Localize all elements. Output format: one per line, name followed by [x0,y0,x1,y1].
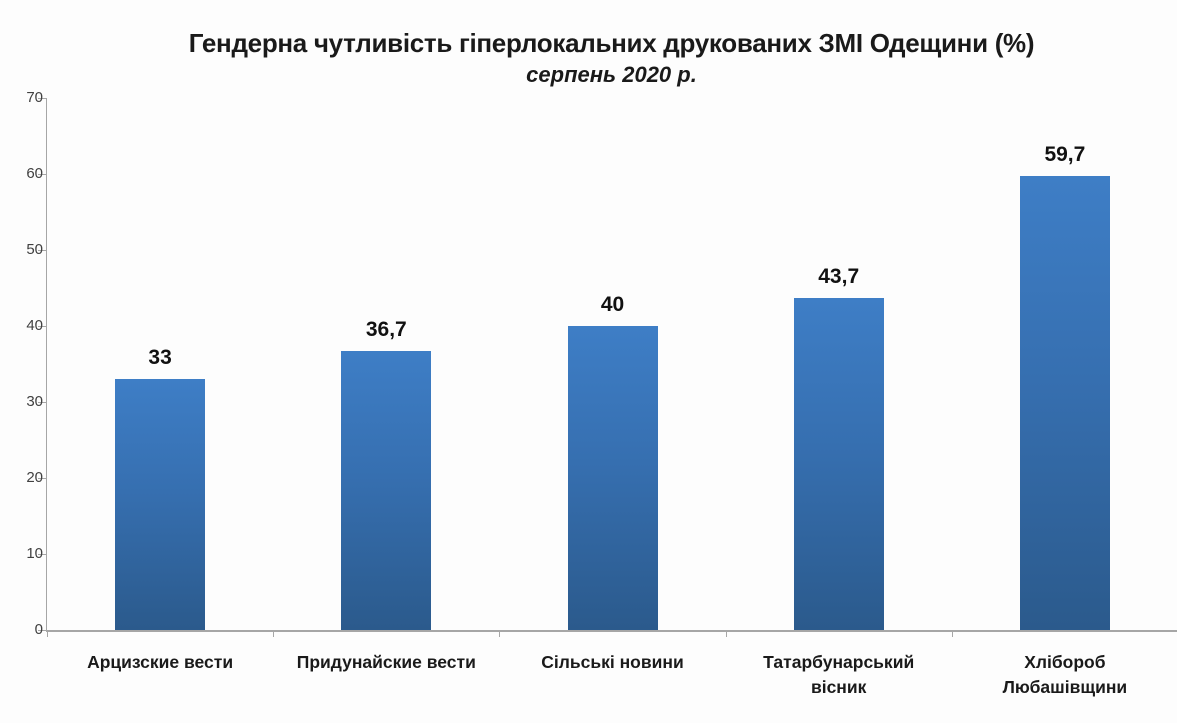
y-axis-tick [38,173,47,175]
chart-subtitle: серпень 2020 р. [526,62,697,87]
bar-1 [115,379,206,630]
y-axis-tick [38,401,47,403]
y-axis-tick [38,477,47,479]
plot-area: 0 10 20 30 40 50 60 70 33 Арцизские вести 36,7 Прид… [26,90,1177,697]
y-axis-label: 20 [26,469,43,486]
bar-4 [793,297,884,630]
y-axis-label: 60 [26,165,43,182]
chart-title: Гендерна чутливість гіперлокальних друко… [188,28,1035,58]
x-axis-tick [47,630,48,637]
bar-value-label: 33 [148,346,172,370]
y-axis-label: 10 [26,545,43,562]
bar-3 [567,326,658,630]
bar-value-label: 43,7 [818,264,860,288]
y-axis-label: 30 [26,393,43,410]
bar-5 [1019,176,1110,630]
category-label: Хлібороб Любашівщини [1002,652,1128,698]
category-label: Татарбунарський вісник [763,652,915,698]
category-label: Сільські новини [541,652,684,672]
x-axis-tick [499,630,501,637]
bar-2 [341,351,432,630]
y-axis-label: 50 [26,241,43,258]
bar-value-label: 40 [600,293,625,316]
x-axis-tick [951,630,953,637]
y-axis-label: 70 [26,89,43,106]
category-label: Арцизские вести [87,652,234,672]
x-axis-tick [273,630,275,637]
y-axis-tick [38,97,47,99]
y-axis-tick [38,553,47,555]
y-axis-tick [38,325,47,327]
y-axis-tick [38,249,47,251]
y-axis-label: 40 [26,317,43,334]
x-axis-tick [725,630,727,637]
y-axis-label: 0 [34,621,43,638]
category-label: Придунайские вести [296,652,476,672]
bar-value-label: 59,7 [1044,143,1086,167]
y-axis-tick [38,629,47,631]
bar-value-label: 36,7 [365,318,407,342]
